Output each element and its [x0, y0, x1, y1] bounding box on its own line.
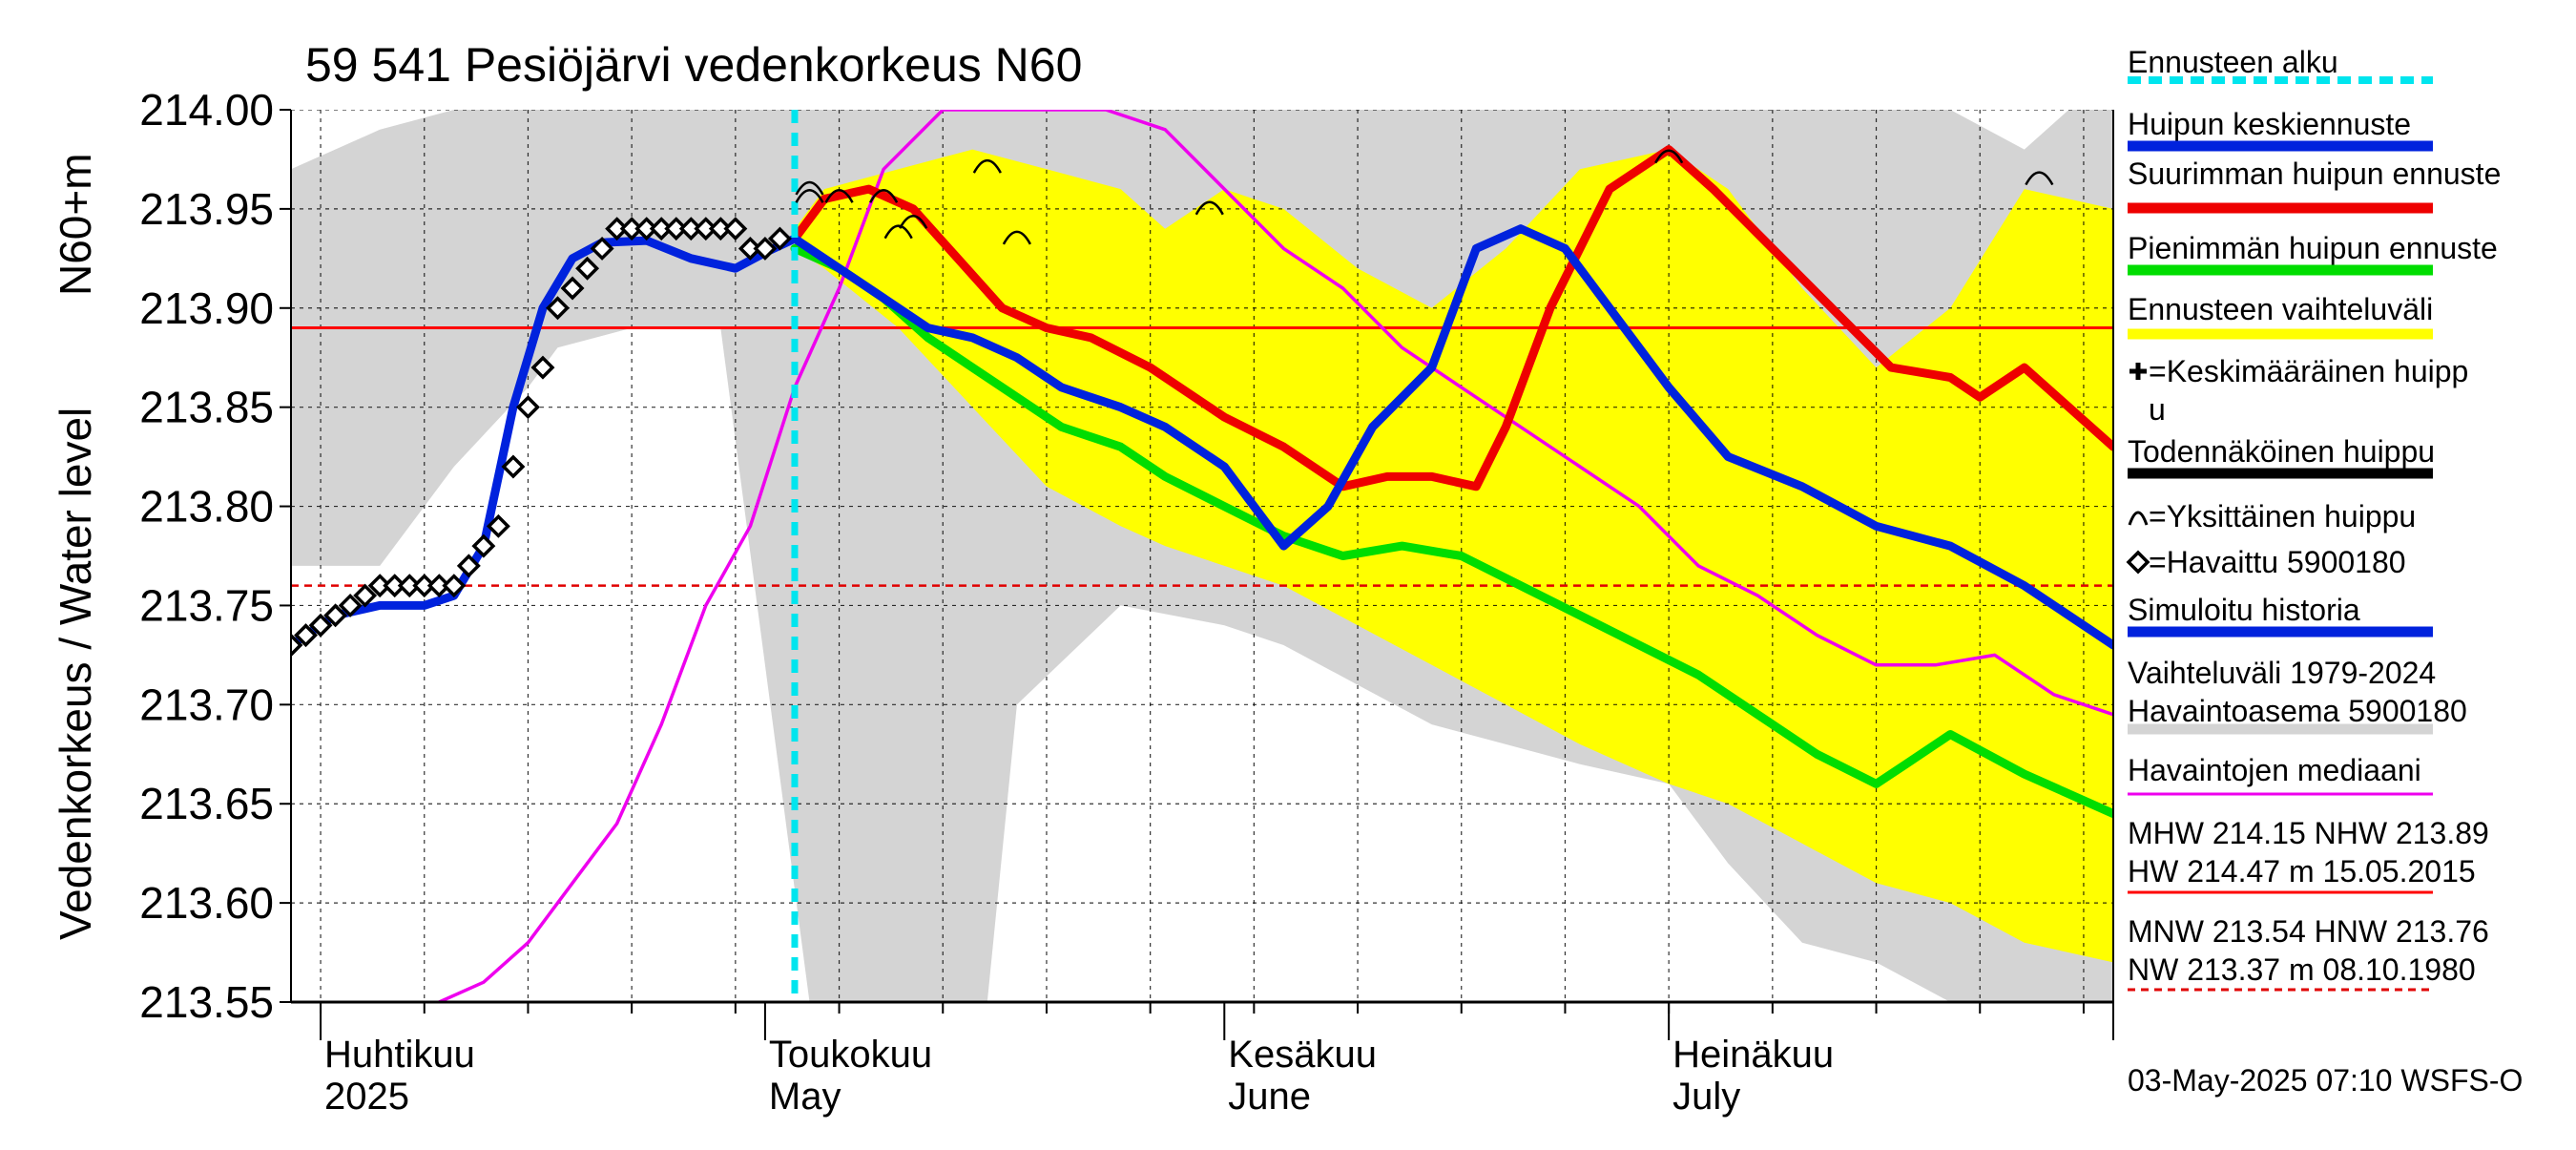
- month-label: Heinäkuu: [1672, 1034, 1834, 1076]
- legend-label: Suurimman huipun ennuste: [2128, 157, 2501, 191]
- legend-label: NW 213.37 m 08.10.1980: [2128, 952, 2476, 987]
- observed-point: [308, 613, 333, 638]
- legend-label: Havaintojen mediaani: [2128, 753, 2421, 787]
- observed-point: [323, 603, 348, 628]
- y-tick-label: 213.55: [139, 977, 274, 1027]
- single-peak-marker: [883, 224, 913, 240]
- legend-label: =Havaittu 5900180: [2149, 545, 2406, 579]
- legend-label: Pienimmän huipun ennuste: [2128, 231, 2498, 265]
- observed-point: [456, 554, 481, 578]
- y-tick-label: 213.70: [139, 680, 274, 729]
- single-peak-marker: [1195, 200, 1224, 216]
- y-tick-label: 213.90: [139, 283, 274, 333]
- legend-label: u: [2149, 392, 2166, 427]
- observed-point: [530, 355, 555, 380]
- legend-label: Todennäköinen huippu: [2128, 434, 2435, 469]
- observed-point: [546, 296, 570, 321]
- legend-diamond-marker: [2126, 550, 2150, 575]
- observed-point: [486, 513, 510, 538]
- y-tick-label: 213.85: [139, 383, 274, 432]
- observed-point: [294, 623, 319, 648]
- legend-label: Ennusteen alku: [2128, 45, 2338, 79]
- min-forecast-line: [790, 243, 2113, 819]
- month-sublabel: May: [769, 1076, 841, 1118]
- observed-point: [442, 574, 467, 598]
- observed-point: [338, 593, 363, 617]
- y-tick-label: 213.95: [139, 184, 274, 234]
- y-tick-label: 214.00: [139, 85, 274, 135]
- observed-point: [723, 217, 748, 241]
- legend: Ennusteen alku Huipun keskiennuste Suurimm…: [2126, 45, 2501, 992]
- month-sublabel: July: [1672, 1076, 1740, 1118]
- observed-point: [471, 533, 496, 558]
- max-forecast-line: [790, 145, 2113, 491]
- plot-area: [291, 110, 2113, 1002]
- single-peak-marker: [1002, 230, 1031, 245]
- month-label: Toukokuu: [769, 1034, 932, 1076]
- observed-point: [353, 583, 378, 608]
- footer-timestamp: 03-May-2025 07:10 WSFS-O: [2128, 1063, 2523, 1098]
- observed-point: [575, 256, 600, 281]
- y-tick-label: 213.65: [139, 779, 274, 828]
- axes: 214.00 213.95 213.90 213.85 213.80 213.75 213.…: [139, 85, 2114, 1118]
- y-axis-unit-label: N60+m: [51, 153, 100, 296]
- legend-label: Ennusteen vaihteluväli: [2128, 292, 2433, 326]
- single-peak-marker: [2025, 171, 2054, 186]
- observed-point: [590, 236, 614, 261]
- observed-point: [560, 276, 585, 301]
- single-peak-marker: [972, 158, 1002, 174]
- legend-label: Vaihteluväli 1979-2024: [2128, 656, 2436, 690]
- month-label: Kesäkuu: [1228, 1034, 1377, 1076]
- observed-point: [515, 395, 540, 420]
- observed-point: [753, 236, 778, 261]
- legend-label: HW 214.47 m 15.05.2015: [2128, 854, 2476, 889]
- single-peak-marker: [869, 189, 899, 203]
- y-axis-label: Vedenkorkeus / Water level: [51, 408, 100, 940]
- legend-label: Huipun keskiennuste: [2128, 107, 2411, 141]
- single-peak-marker: [795, 180, 824, 196]
- chart-title: 59 541 Pesiöjärvi vedenkorkeus N60: [305, 38, 1082, 92]
- month-label: Huhtikuu: [324, 1034, 475, 1076]
- median-line: [437, 110, 2113, 1002]
- single-peak-marker: [795, 189, 824, 203]
- y-tick-label: 213.75: [139, 580, 274, 630]
- legend-label: MNW 213.54 HNW 213.76: [2128, 914, 2489, 949]
- y-tick-label: 213.80: [139, 482, 274, 532]
- legend-label: MHW 214.15 NHW 213.89: [2128, 816, 2489, 850]
- legend-label: Havaintoasema 5900180: [2128, 694, 2467, 728]
- single-peak-marker: [1654, 149, 1684, 164]
- single-peak-marker: [824, 189, 854, 203]
- legend-label: Simuloitu historia: [2128, 593, 2360, 627]
- legend-arc-marker: [2128, 511, 2149, 526]
- observed-point: [767, 226, 792, 251]
- legend-label: =Keskimääräinen huipp: [2149, 354, 2468, 388]
- y-tick-label: 213.60: [139, 878, 274, 928]
- legend-plus-marker: [2129, 363, 2147, 380]
- mean-forecast-line: [291, 224, 2113, 650]
- legend-label: =Yksittäinen huippu: [2149, 499, 2416, 533]
- observed-point: [291, 633, 303, 658]
- observed-point: [501, 454, 526, 479]
- month-sublabel: June: [1228, 1076, 1311, 1118]
- month-sublabel: 2025: [324, 1076, 409, 1118]
- single-peak-marker: [899, 215, 928, 229]
